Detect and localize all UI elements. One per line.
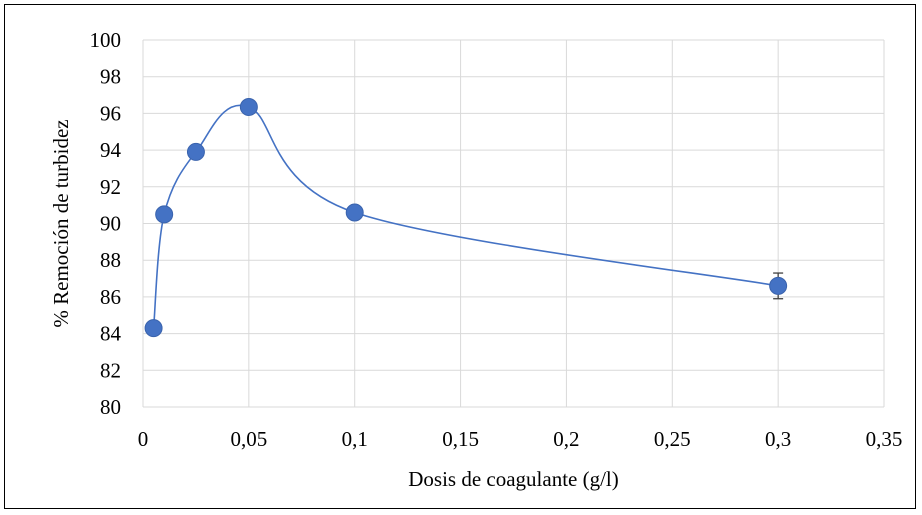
y-tick-label: 86 (100, 285, 121, 309)
x-tick-label: 0,1 (342, 427, 368, 451)
grid-lines (142, 39, 885, 408)
x-tick-labels: 0 0,05 0,1 0,15 0,2 0,25 0,3 0,35 (138, 427, 903, 451)
data-point (769, 276, 788, 295)
y-tick-label: 90 (100, 212, 121, 236)
y-tick-label: 96 (100, 101, 121, 125)
x-tick-label: 0,3 (765, 427, 791, 451)
y-tick-label: 84 (100, 322, 122, 346)
y-tick-label: 88 (100, 248, 121, 272)
y-axis-title: % Remoción de turbidez (49, 119, 73, 327)
data-points (144, 97, 788, 338)
x-tick-label: 0,25 (654, 427, 691, 451)
y-tick-label: 92 (100, 175, 121, 199)
x-tick-label: 0,15 (442, 427, 479, 451)
x-tick-label: 0,2 (553, 427, 579, 451)
y-tick-label: 94 (100, 138, 122, 162)
data-point (155, 205, 174, 224)
x-tick-label: 0,35 (866, 427, 903, 451)
data-point (239, 97, 258, 116)
error-bars (148, 99, 784, 331)
x-axis-title: Dosis de coagulante (g/l) (408, 467, 619, 491)
x-tick-label: 0 (138, 427, 149, 451)
chart-frame (4, 4, 916, 509)
y-tick-label: 82 (100, 358, 121, 382)
y-tick-labels: 80 82 84 86 88 90 92 94 96 98 100 (90, 28, 122, 419)
y-tick-label: 98 (100, 65, 121, 89)
series-line (152, 104, 779, 329)
y-tick-label: 100 (90, 28, 122, 52)
data-point (144, 319, 163, 338)
y-tick-label: 80 (100, 395, 121, 419)
x-tick-label: 0,05 (230, 427, 267, 451)
data-point (345, 203, 364, 222)
data-point (186, 142, 205, 161)
